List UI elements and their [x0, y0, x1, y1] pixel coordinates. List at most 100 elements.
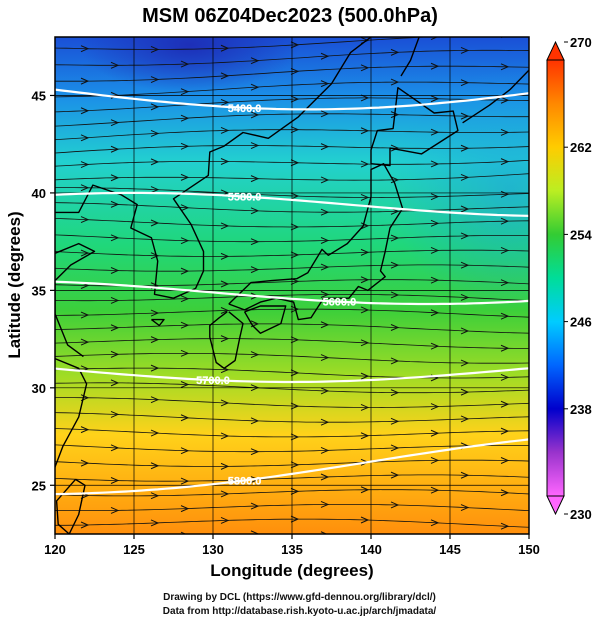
wind-arrow	[360, 193, 370, 201]
wind-arrow	[460, 471, 470, 479]
wind-arrow	[250, 83, 260, 91]
wind-arrow	[531, 143, 538, 149]
wind-arrow	[460, 504, 470, 511]
x-tick-label: 150	[518, 542, 540, 557]
wind-arrow	[531, 330, 538, 336]
y-axis-ticks: 25 30 35 40 45	[32, 88, 55, 493]
wind-arrow	[500, 522, 510, 530]
wind-arrow	[320, 354, 330, 362]
wind-arrow	[531, 387, 538, 393]
wind-arrow	[430, 276, 440, 284]
wind-arrow	[430, 95, 440, 103]
wind-arrow	[110, 477, 120, 484]
contour-line	[55, 280, 529, 306]
wind-arrow	[80, 77, 90, 85]
wind-arrow	[250, 238, 260, 246]
wind-arrow	[250, 448, 260, 456]
wind-arrow	[150, 103, 160, 111]
y-tick-label: 25	[32, 478, 46, 493]
wind-arrow	[150, 45, 160, 53]
wind-arrow	[360, 486, 370, 494]
wind-arrow	[110, 379, 120, 387]
wind-arrow	[150, 396, 160, 404]
coast-segment	[228, 163, 404, 321]
x-axis-ticks: 120 125 130 135 140 145 150	[44, 534, 540, 557]
wind-arrow	[500, 247, 510, 254]
wind-arrow	[80, 134, 90, 142]
credit-drawing: Drawing by DCL (https://www.gfd-dennou.o…	[163, 592, 436, 603]
wind-arrow	[460, 232, 470, 240]
wind-arrow	[461, 538, 468, 544]
wind-arrow	[360, 248, 370, 256]
wind-arrow	[250, 351, 260, 359]
contour-line	[55, 367, 529, 384]
wind-arrow	[460, 205, 470, 213]
wind-arrow	[390, 261, 400, 269]
wind-arrow	[390, 111, 400, 119]
x-tick-label: 140	[360, 542, 382, 557]
wind-arrow	[360, 160, 370, 168]
wind-arrow	[220, 432, 230, 440]
wind-arrow	[290, 369, 300, 377]
wind-arrow	[180, 142, 190, 150]
wind-arrow	[290, 336, 300, 344]
coast-segment	[150, 318, 165, 327]
wind-arrow	[500, 400, 510, 408]
wind-arrow	[80, 249, 90, 257]
contour-label: 5580.0	[228, 192, 262, 204]
coast-segment	[55, 478, 86, 534]
colorbar-tick-label: 238	[570, 402, 592, 417]
wind-arrow	[80, 521, 90, 529]
colorbar-tick-label: 254	[570, 227, 592, 242]
wind-arrow	[110, 267, 120, 274]
contour-line	[55, 438, 529, 496]
contour-label: 5800.0	[228, 475, 262, 487]
wind-arrow	[220, 222, 230, 230]
wind-arrow	[320, 531, 328, 534]
wind-arrow	[180, 60, 190, 68]
wind-arrow	[80, 216, 90, 224]
wind-arrow	[220, 399, 230, 407]
wind-arrow	[290, 192, 300, 200]
wind-arrow	[150, 519, 160, 527]
wind-arrow	[390, 417, 400, 425]
wind-arrow	[290, 461, 300, 469]
contour-line	[55, 88, 529, 111]
wind-arrow	[531, 475, 538, 481]
wind-arrow	[150, 76, 160, 83]
wind-arrow	[430, 519, 440, 527]
wind-arrow	[320, 387, 330, 395]
wind-arrow	[460, 415, 470, 423]
wind-arrow	[531, 508, 538, 514]
x-tick-label: 135	[281, 542, 303, 557]
wind-arrow	[110, 61, 120, 69]
wind-arrow	[320, 418, 330, 426]
wind-arrow	[150, 364, 160, 372]
wind-arrow	[320, 52, 330, 60]
wind-arrow	[500, 427, 510, 435]
wind-arrow	[290, 67, 300, 75]
wind-arrow	[220, 44, 230, 52]
wind-arrow	[320, 110, 330, 118]
wind-arrow	[460, 79, 470, 87]
wind-arrow	[500, 344, 510, 352]
wind-arrow	[220, 72, 230, 80]
wind-arrow	[360, 516, 370, 524]
wind-arrow	[180, 267, 190, 275]
wind-arrow	[180, 477, 190, 485]
wind-arrow	[290, 126, 300, 134]
wind-arrow	[220, 307, 230, 314]
wind-arrow	[320, 446, 330, 454]
contour-label: 5400.0	[228, 103, 262, 115]
wind-arrow	[500, 158, 510, 166]
wind-arrow	[390, 234, 400, 242]
wind-arrow	[460, 294, 470, 301]
wind-arrow	[320, 80, 330, 88]
wind-arrow	[390, 501, 400, 509]
wind-arrow	[110, 297, 120, 304]
coastline	[55, 37, 529, 534]
wind-arrow	[320, 176, 330, 184]
wind-arrow	[320, 291, 330, 298]
height-contours: 5400.0 5580.0 5600.0 5700.0 5800.0	[55, 88, 529, 496]
